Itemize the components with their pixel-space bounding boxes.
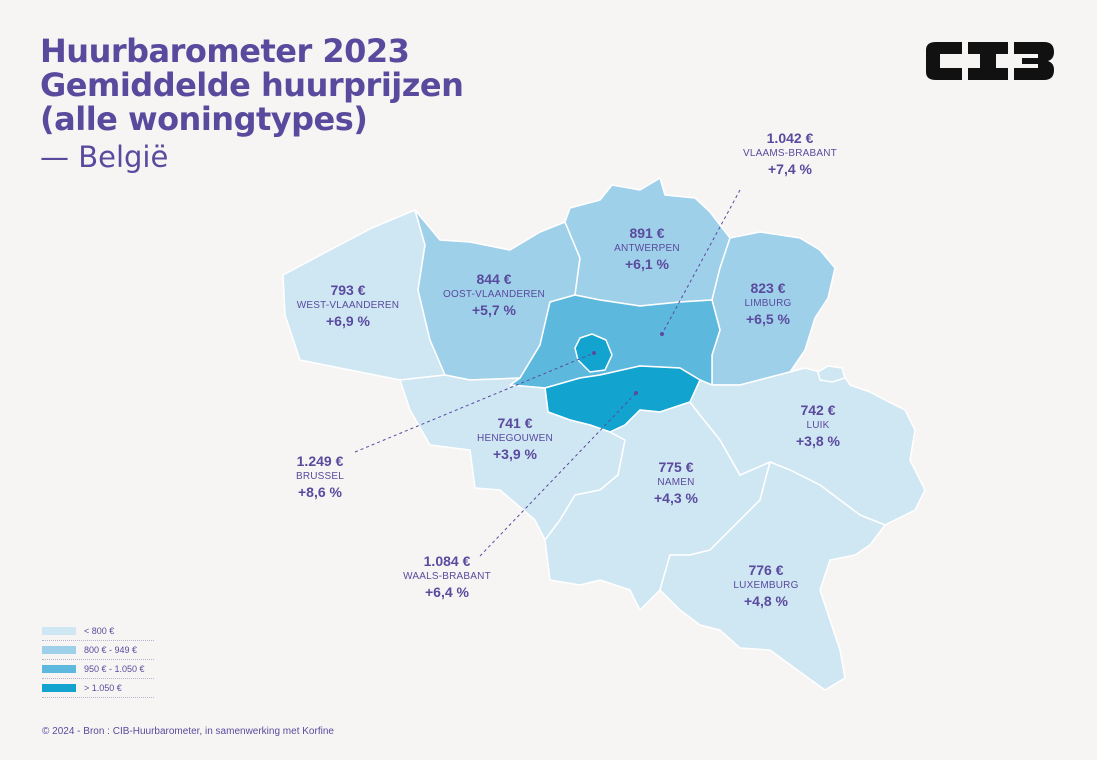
change-limburg: +6,5 % <box>746 311 790 327</box>
legend-item: < 800 € <box>42 622 154 641</box>
price-antwerpen: 891 € <box>629 225 665 241</box>
change-waals-brabant: +6,4 % <box>425 584 469 600</box>
change-namen: +4,3 % <box>654 490 698 506</box>
leader-dot-brussel <box>592 351 596 355</box>
label-antwerpen: 891 € ANTWERPEN +6,1 % <box>614 225 680 274</box>
label-luik: 742 € LUIK +3,8 % <box>796 402 840 451</box>
label-vlaams-brabant: 1.042 € VLAAMS-BRABANT +7,4 % <box>743 130 837 179</box>
region-luxemburg[interactable] <box>659 461 886 691</box>
title-line-2: Gemiddelde huurprijzen <box>40 66 464 104</box>
leader-line-waals-brabant <box>479 392 637 557</box>
legend-item: > 1.050 € <box>42 679 154 698</box>
legend-label: < 800 € <box>84 626 115 636</box>
legend-swatch <box>42 627 76 635</box>
change-vlaams-brabant: +7,4 % <box>768 161 812 177</box>
name-henegouwen: HENEGOUWEN <box>477 433 553 444</box>
legend-label: 800 € - 949 € <box>84 645 138 655</box>
price-brussel: 1.249 € <box>296 453 344 469</box>
name-vlaams-brabant: VLAAMS-BRABANT <box>743 148 837 159</box>
title-line-3: (alle woningtypes) <box>40 100 368 138</box>
name-oost-vlaanderen: OOST-VLAANDEREN <box>443 289 545 300</box>
map-legend: < 800 € 800 € - 949 € 950 € - 1.050 € > … <box>42 622 154 698</box>
legend-swatch <box>42 684 76 692</box>
name-limburg: LIMBURG <box>744 298 792 309</box>
legend-item: 950 € - 1.050 € <box>42 660 154 679</box>
page-title: Huurbarometer 2023 Gemiddelde huurprijze… <box>40 32 464 138</box>
leader-dots <box>592 332 664 395</box>
price-oost-vlaanderen: 844 € <box>476 271 512 287</box>
change-west-vlaanderen: +6,9 % <box>326 313 370 329</box>
legend-swatch <box>42 646 76 654</box>
label-waals-brabant: 1.084 € WAALS-BRABANT +6,4 % <box>403 553 491 602</box>
region-luik[interactable] <box>689 367 926 526</box>
price-henegouwen: 741 € <box>497 415 533 431</box>
change-henegouwen: +3,9 % <box>493 446 537 462</box>
title-line-1: Huurbarometer 2023 <box>40 32 410 70</box>
price-namen: 775 € <box>658 459 694 475</box>
change-luxemburg: +4,8 % <box>744 593 788 609</box>
leader-dot-waals-brabant <box>634 391 638 395</box>
source-footer: © 2024 - Bron : CIB-Huurbarometer, in sa… <box>42 726 334 737</box>
legend-label: > 1.050 € <box>84 683 122 693</box>
label-oost-vlaanderen: 844 € OOST-VLAANDEREN +5,7 % <box>443 271 545 320</box>
name-west-vlaanderen: WEST-VLAANDEREN <box>296 300 400 311</box>
price-luxemburg: 776 € <box>748 562 784 578</box>
label-namen: 775 € NAMEN +4,3 % <box>654 459 698 508</box>
change-oost-vlaanderen: +5,7 % <box>472 302 516 318</box>
label-luxemburg: 776 € LUXEMBURG +4,8 % <box>733 562 798 611</box>
region-luik-east-tip <box>817 365 846 383</box>
price-luik: 742 € <box>800 402 836 418</box>
name-luik: LUIK <box>806 420 830 431</box>
name-antwerpen: ANTWERPEN <box>614 243 680 254</box>
change-antwerpen: +6,1 % <box>625 256 669 272</box>
price-vlaams-brabant: 1.042 € <box>766 130 814 146</box>
change-brussel: +8,6 % <box>298 484 342 500</box>
price-limburg: 823 € <box>750 280 786 296</box>
label-henegouwen: 741 € HENEGOUWEN +3,9 % <box>477 415 553 464</box>
legend-swatch <box>42 665 76 673</box>
leader-lines <box>354 189 741 557</box>
name-waals-brabant: WAALS-BRABANT <box>403 571 491 582</box>
change-luik: +3,8 % <box>796 433 840 449</box>
name-brussel: BRUSSEL <box>295 471 345 482</box>
label-brussel: 1.249 € BRUSSEL +8,6 % <box>296 453 344 502</box>
leader-line-brussel <box>354 352 595 453</box>
legend-label: 950 € - 1.050 € <box>84 664 145 674</box>
legend-item: 800 € - 949 € <box>42 641 154 660</box>
page-subtitle: — België <box>40 140 169 174</box>
cib-logo-icon <box>922 40 1056 87</box>
leader-dot-vlaams-brabant <box>660 332 664 336</box>
name-luxemburg: LUXEMBURG <box>733 580 799 591</box>
price-waals-brabant: 1.084 € <box>423 553 471 569</box>
label-west-vlaanderen: 793 € WEST-VLAANDEREN +6,9 % <box>297 282 399 331</box>
name-namen: NAMEN <box>657 477 695 488</box>
label-limburg: 823 € LIMBURG +6,5 % <box>745 280 792 329</box>
price-west-vlaanderen: 793 € <box>330 282 366 298</box>
